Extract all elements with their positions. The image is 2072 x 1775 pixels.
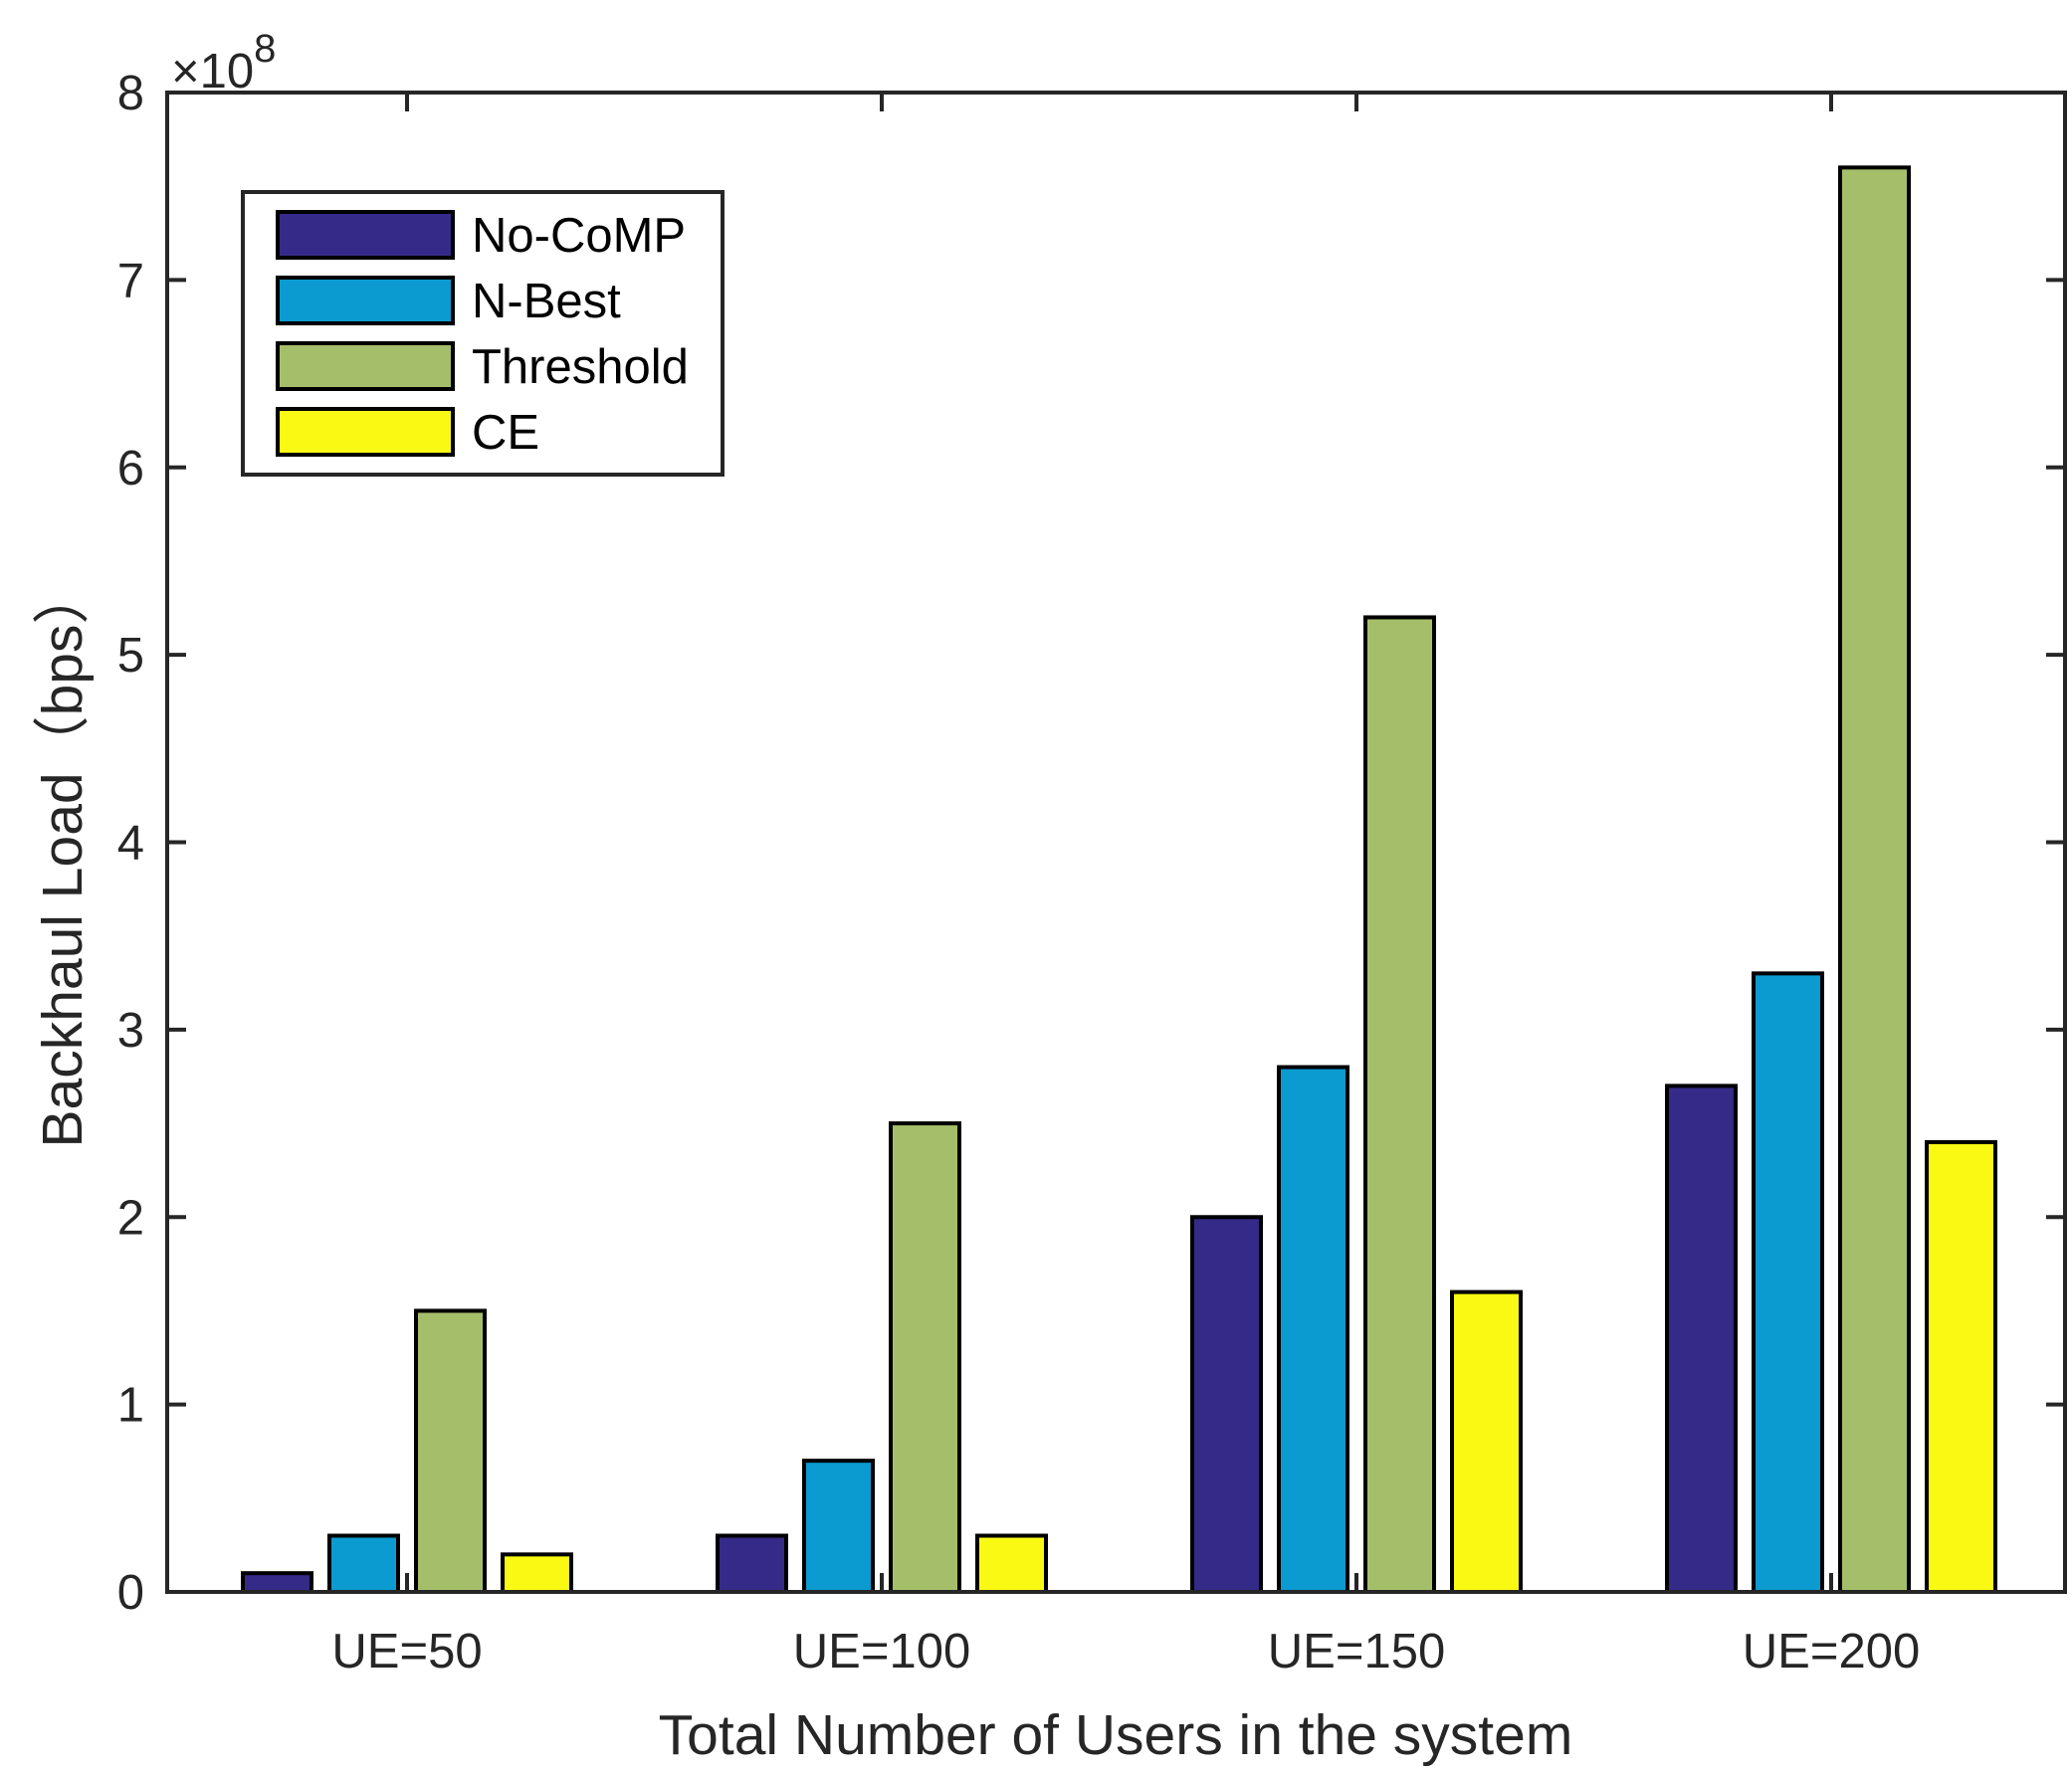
- bar-threshold-ue-50: [414, 1308, 487, 1594]
- bar-threshold-ue-100: [889, 1121, 961, 1594]
- y-tick-label: 2: [117, 1191, 144, 1245]
- x-axis-title: Total Number of Users in the system: [659, 1703, 1573, 1767]
- y-axis-exponent: ×108: [171, 27, 276, 99]
- x-tick-label: UE=150: [1268, 1625, 1445, 1678]
- legend-items: No-CoMP N-Best Threshold CE: [276, 209, 689, 460]
- bar-ce-ue-50: [501, 1552, 573, 1594]
- bar-no-comp-ue-150: [1190, 1215, 1263, 1594]
- bar-ce-ue-100: [975, 1533, 1048, 1595]
- y-tick-label: 5: [117, 629, 144, 683]
- x-tick-labels: UE=50 UE=100 UE=150 UE=200: [331, 1625, 1920, 1678]
- bars-group: [241, 165, 1997, 1595]
- bar-n-best-ue-200: [1752, 971, 1824, 1594]
- bar-n-best-ue-150: [1277, 1065, 1349, 1595]
- legend-swatch-ce: [276, 407, 455, 457]
- y-axis-title: Backhaul Load（bps）: [31, 567, 95, 1147]
- legend-label-threshold: Threshold: [472, 340, 689, 394]
- bar-threshold-ue-150: [1363, 615, 1436, 1594]
- bar-n-best-ue-50: [327, 1533, 400, 1595]
- legend-swatch-threshold: [276, 341, 455, 391]
- x-tick-label: UE=200: [1743, 1625, 1920, 1678]
- y-tick-label: 4: [117, 817, 144, 871]
- bar-no-comp-ue-100: [716, 1533, 788, 1595]
- y-tick-label: 1: [117, 1379, 144, 1433]
- legend-label-no-comp: No-CoMP: [472, 209, 686, 263]
- y-axis-exponent-power: 8: [254, 27, 276, 71]
- plot-area-frame: [165, 91, 2067, 1594]
- bar-n-best-ue-100: [802, 1459, 875, 1594]
- bar-no-comp-ue-200: [1665, 1084, 1738, 1594]
- y-tick-labels: 0 1 2 3 4 5 6 7 8: [117, 67, 144, 1620]
- y-tick-label: 8: [117, 67, 144, 120]
- legend-swatch-n-best: [276, 276, 455, 325]
- legend: No-CoMP N-Best Threshold CE: [241, 190, 725, 477]
- y-tick-label: 3: [117, 1004, 144, 1058]
- x-tick-label: UE=100: [793, 1625, 970, 1678]
- bar-threshold-ue-200: [1838, 165, 1911, 1595]
- bar-ce-ue-200: [1925, 1139, 1997, 1595]
- legend-swatch-no-comp: [276, 210, 455, 260]
- bar-ce-ue-150: [1450, 1289, 1523, 1594]
- x-tick-label: UE=50: [331, 1625, 482, 1678]
- legend-label-ce: CE: [472, 406, 539, 460]
- y-tick-label: 7: [117, 254, 144, 307]
- bar-no-comp-ue-50: [241, 1571, 313, 1594]
- legend-label-n-best: N-Best: [472, 275, 621, 328]
- y-tick-label: 6: [117, 442, 144, 495]
- y-tick-label: 0: [117, 1566, 144, 1620]
